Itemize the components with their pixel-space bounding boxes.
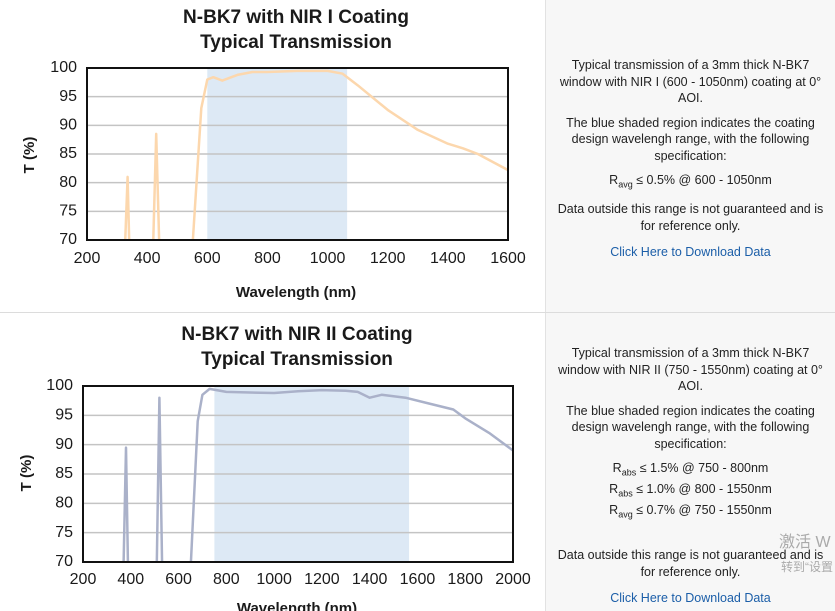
x-tick-label: 1000: [310, 250, 346, 267]
watermark: 激活 W: [779, 534, 831, 551]
y-tick-label: 100: [50, 59, 77, 76]
y-axis-label: T (%): [18, 455, 35, 492]
x-tick-label: 400: [117, 571, 144, 588]
x-tick-label: 1200: [370, 250, 406, 267]
x-tick-label: 1600: [490, 250, 526, 267]
transmission-line: [123, 69, 508, 240]
intro-text: Typical transmission of a 3mm thick N-BK…: [558, 346, 823, 393]
y-tick-label: 95: [55, 407, 73, 424]
disclaimer: Data outside this range is not guarantee…: [557, 548, 824, 579]
x-axis-label: Wavelength (nm): [236, 284, 356, 301]
spec-subscript: abs: [621, 467, 637, 478]
shaded-note: The blue shaded region indicates the coa…: [566, 115, 815, 163]
chart-subtitle: Typical Transmission: [200, 32, 392, 53]
x-tick-label: 200: [70, 571, 97, 588]
x-tick-label: 600: [194, 250, 221, 267]
chart: N-BK7 with NIR I Coating Typical Transmis…: [21, 7, 526, 301]
y-tick-label: 80: [55, 495, 73, 512]
chart: N-BK7 with NIR II Coating Typical Transmi…: [18, 324, 531, 611]
y-tick-label: 75: [55, 524, 73, 541]
x-tick-label: 600: [165, 571, 192, 588]
y-tick-label: 95: [59, 88, 77, 105]
spec-line: Ravg ≤ 0.5% @ 600 - 1050nm: [550, 172, 831, 193]
x-tick-label: 1200: [304, 571, 340, 588]
y-tick-label: 90: [59, 117, 77, 134]
spec-text: ≤ 0.7% @ 750 - 1550nm: [636, 503, 772, 517]
x-tick-label: 1400: [352, 571, 388, 588]
x-axis-label: Wavelength (nm): [237, 600, 357, 611]
chart-title: N-BK7 with NIR II Coating: [181, 324, 412, 345]
y-tick-label: 85: [55, 465, 73, 482]
spec-line: Rabs ≤ 1.0% @ 800 - 1550nm: [550, 481, 831, 502]
transmission-line: [122, 387, 513, 562]
x-tick-label: 1800: [447, 571, 483, 588]
shaded-note: The blue shaded region indicates the coa…: [566, 403, 815, 451]
spec-line: Ravg ≤ 0.7% @ 750 - 1550nm: [550, 502, 831, 523]
spec-subscript: abs: [618, 488, 633, 499]
disclaimer: Data outside this range is not guarantee…: [557, 202, 824, 233]
y-tick-label: 70: [55, 553, 73, 570]
x-tick-label: 200: [74, 250, 101, 267]
x-tick-label: 1400: [430, 250, 466, 267]
spec-symbol: R: [609, 482, 619, 496]
spec-list: Rabs ≤ 1.5% @ 750 - 800nm Rabs ≤ 1.0% @ 8…: [550, 460, 831, 523]
y-tick-label: 100: [46, 377, 73, 394]
y-tick-label: 70: [59, 231, 77, 248]
spec-text: ≤ 1.0% @ 800 - 1550nm: [636, 482, 772, 496]
y-axis-label: T (%): [21, 137, 38, 174]
intro-text: Typical transmission of a 3mm thick N-BK…: [559, 58, 822, 105]
spec-subscript: avg: [618, 509, 633, 520]
row-divider: [0, 312, 835, 313]
x-tick-label: 2000: [495, 571, 531, 588]
plot-frame: [86, 67, 509, 241]
watermark: 转到“设置: [781, 560, 833, 574]
x-tick-label: 1600: [400, 571, 436, 588]
chart-title: N-BK7 with NIR I Coating: [183, 7, 409, 28]
x-tick-label: 800: [213, 571, 240, 588]
x-tick-label: 1000: [256, 571, 292, 588]
download-link[interactable]: Click Here to Download Data: [610, 591, 771, 605]
spec-list: Ravg ≤ 0.5% @ 600 - 1050nm: [550, 172, 831, 193]
plot-frame: [82, 385, 514, 563]
description-panel: Typical transmission of a 3mm thick N-BK…: [545, 0, 835, 312]
spec-symbol: R: [612, 461, 622, 475]
spec-line: Rabs ≤ 1.5% @ 750 - 800nm: [550, 460, 831, 481]
y-tick-label: 80: [59, 174, 77, 191]
x-tick-label: 800: [254, 250, 281, 267]
description-panel: Typical transmission of a 3mm thick N-BK…: [545, 313, 835, 611]
y-tick-label: 85: [59, 145, 77, 162]
y-tick-label: 75: [59, 203, 77, 220]
x-tick-label: 400: [134, 250, 161, 267]
spec-subscript: avg: [618, 179, 633, 190]
download-link[interactable]: Click Here to Download Data: [610, 245, 771, 259]
y-tick-label: 90: [55, 436, 73, 453]
spec-symbol: R: [609, 503, 619, 517]
spec-text: ≤ 0.5% @ 600 - 1050nm: [636, 173, 772, 187]
spec-text: ≤ 1.5% @ 750 - 800nm: [639, 461, 769, 475]
spec-symbol: R: [609, 173, 619, 187]
chart-subtitle: Typical Transmission: [201, 349, 393, 370]
